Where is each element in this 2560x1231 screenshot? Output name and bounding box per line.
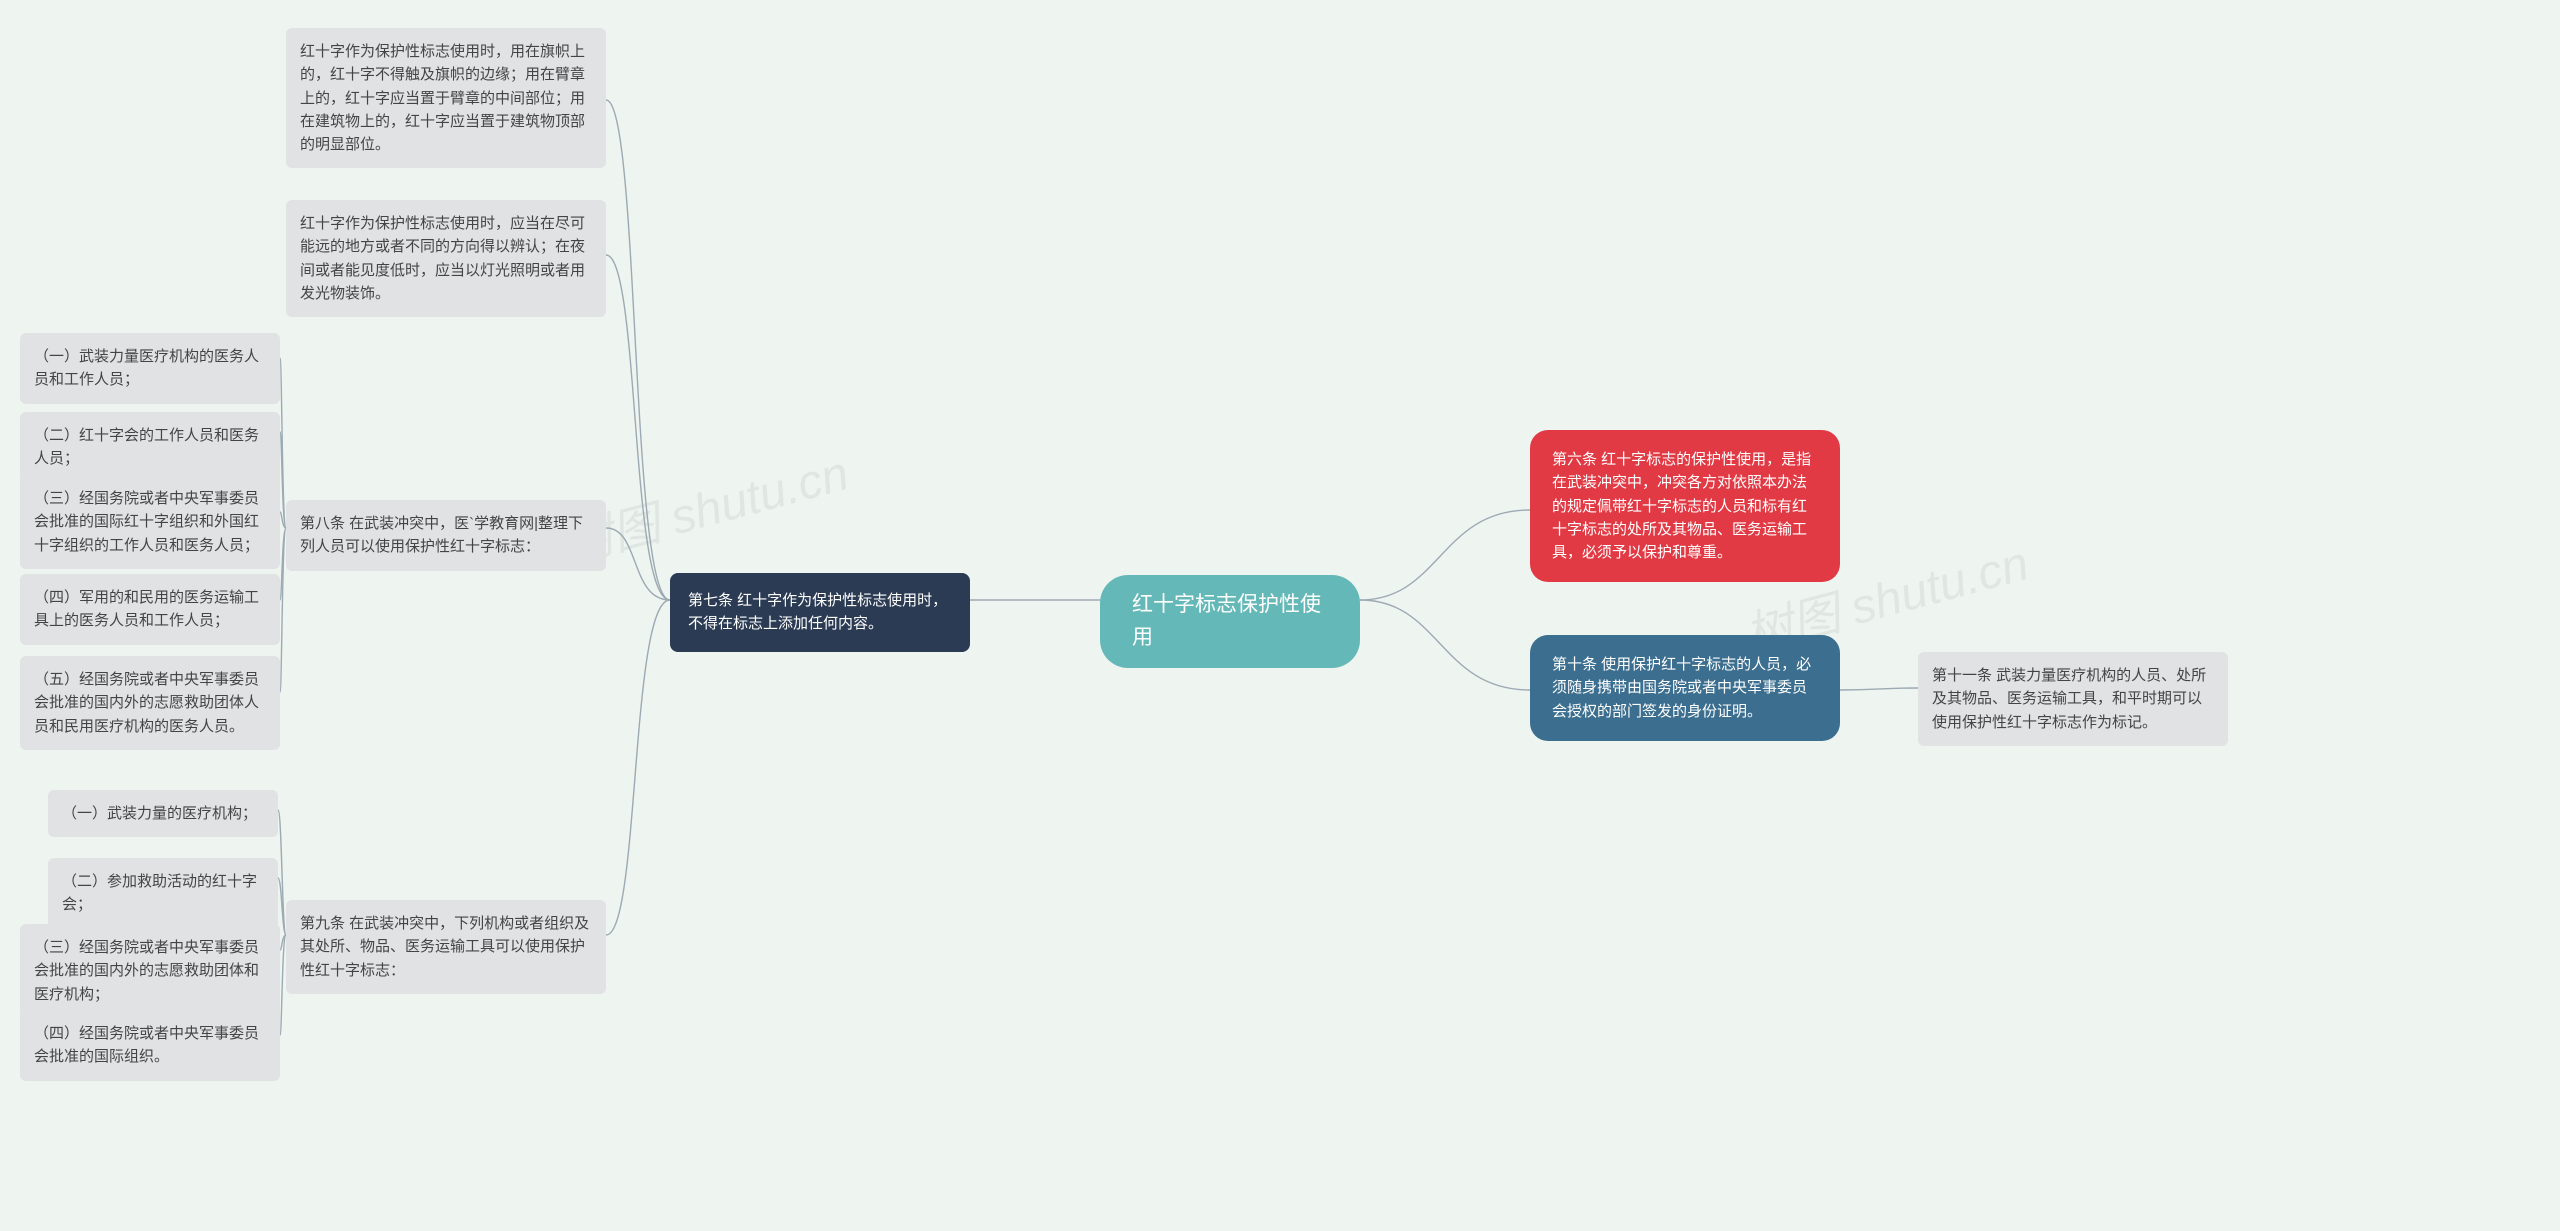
- article-8-item-3[interactable]: （三）经国务院或者中央军事委员会批准的国际红十字组织和外国红十字组织的工作人员和…: [20, 475, 280, 569]
- article-9-item-3[interactable]: （三）经国务院或者中央军事委员会批准的国内外的志愿救助团体和医疗机构；: [20, 924, 280, 1018]
- article-8-item-1[interactable]: （一）武装力量医疗机构的医务人员和工作人员；: [20, 333, 280, 404]
- article-8-item-5[interactable]: （五）经国务院或者中央军事委员会批准的国内外的志愿救助团体人员和民用医疗机构的医…: [20, 656, 280, 750]
- article-9-item-2[interactable]: （二）参加救助活动的红十字会；: [48, 858, 278, 929]
- article-7a-node[interactable]: 红十字作为保护性标志使用时，用在旗帜上的，红十字不得触及旗帜的边缘；用在臂章上的…: [286, 28, 606, 168]
- article-11-node[interactable]: 第十一条 武装力量医疗机构的人员、处所及其物品、医务运输工具，和平时期可以使用保…: [1918, 652, 2228, 746]
- article-8-node[interactable]: 第八条 在武装冲突中，医`学教育网|整理下列人员可以使用保护性红十字标志：: [286, 500, 606, 571]
- article-10-node[interactable]: 第十条 使用保护红十字标志的人员，必须随身携带由国务院或者中央军事委员会授权的部…: [1530, 635, 1840, 741]
- article-9-item-4[interactable]: （四）经国务院或者中央军事委员会批准的国际组织。: [20, 1010, 280, 1081]
- article-9-node[interactable]: 第九条 在武装冲突中，下列机构或者组织及其处所、物品、医务运输工具可以使用保护性…: [286, 900, 606, 994]
- article-7-node[interactable]: 第七条 红十字作为保护性标志使用时，不得在标志上添加任何内容。: [670, 573, 970, 652]
- root-node[interactable]: 红十字标志保护性使用: [1100, 575, 1360, 668]
- article-9-item-1[interactable]: （一）武装力量的医疗机构；: [48, 790, 278, 837]
- article-6-node[interactable]: 第六条 红十字标志的保护性使用，是指在武装冲突中，冲突各方对依照本办法的规定佩带…: [1530, 430, 1840, 582]
- article-8-item-2[interactable]: （二）红十字会的工作人员和医务人员；: [20, 412, 280, 483]
- article-8-item-4[interactable]: （四）军用的和民用的医务运输工具上的医务人员和工作人员；: [20, 574, 280, 645]
- article-7b-node[interactable]: 红十字作为保护性标志使用时，应当在尽可能远的地方或者不同的方向得以辨认；在夜间或…: [286, 200, 606, 317]
